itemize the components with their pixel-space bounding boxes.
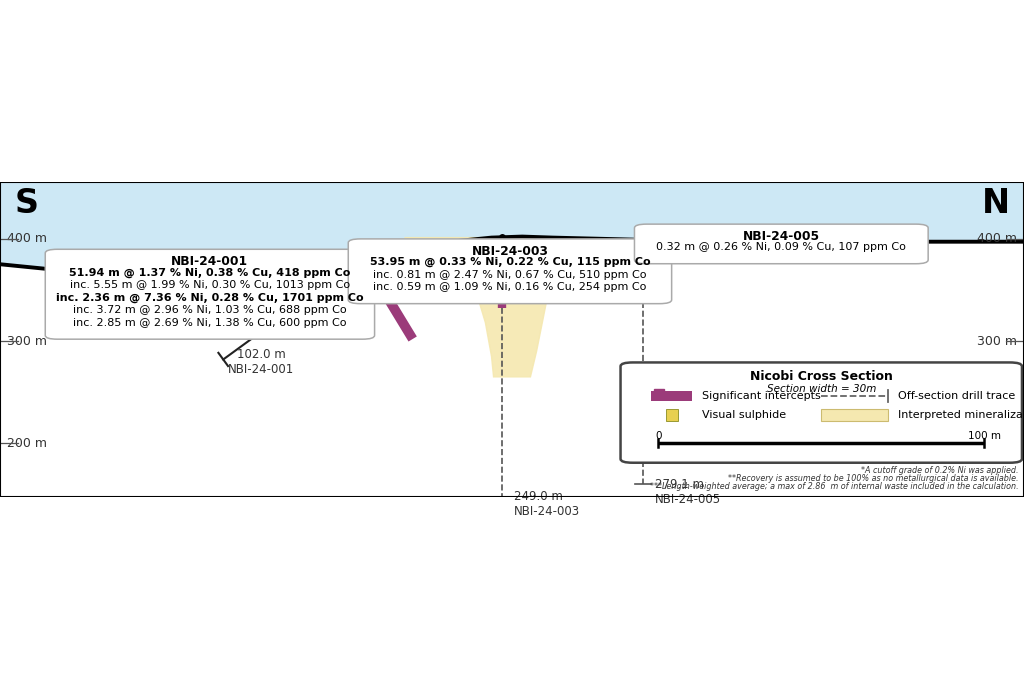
Text: S: S [14, 187, 38, 221]
Text: inc. 0.59 m @ 1.09 % Ni, 0.16 % Cu, 254 ppm Co: inc. 0.59 m @ 1.09 % Ni, 0.16 % Cu, 254 … [374, 282, 646, 292]
Text: inc. 3.72 m @ 2.96 % Ni, 1.03 % Cu, 688 ppm Co: inc. 3.72 m @ 2.96 % Ni, 1.03 % Cu, 688 … [73, 306, 347, 315]
Text: **Recovery is assumed to be 100% as no metallurgical data is available.: **Recovery is assumed to be 100% as no m… [728, 474, 1019, 483]
Text: Section width = 30m: Section width = 30m [767, 384, 876, 394]
Text: NBI-24-005: NBI-24-005 [742, 230, 820, 243]
Text: NBI-24-003: NBI-24-003 [471, 244, 549, 257]
Polygon shape [0, 183, 1024, 496]
Text: inc. 2.85 m @ 2.69 % Ni, 1.38 % Cu, 600 ppm Co: inc. 2.85 m @ 2.69 % Ni, 1.38 % Cu, 600 … [73, 318, 347, 328]
Text: 279.1 m
NBI-24-005: 279.1 m NBI-24-005 [655, 478, 722, 507]
Text: inc. 0.81 m @ 2.47 % Ni, 0.67 % Cu, 510 ppm Co: inc. 0.81 m @ 2.47 % Ni, 0.67 % Cu, 510 … [373, 270, 647, 280]
Polygon shape [0, 236, 1024, 496]
Text: Nicobi Cross Section: Nicobi Cross Section [750, 370, 893, 383]
Text: Interpreted mineralization: Interpreted mineralization [898, 410, 1024, 420]
Text: 0.32 m @ 0.26 % Ni, 0.09 % Cu, 107 ppm Co: 0.32 m @ 0.26 % Ni, 0.09 % Cu, 107 ppm C… [656, 242, 906, 253]
Text: 300 m: 300 m [7, 335, 47, 348]
Text: Visual sulphide: Visual sulphide [702, 410, 786, 420]
Text: 300 m: 300 m [977, 335, 1017, 348]
FancyBboxPatch shape [635, 224, 928, 263]
Text: Significant intercepts: Significant intercepts [702, 391, 821, 401]
Text: 0: 0 [655, 430, 662, 441]
FancyBboxPatch shape [821, 409, 888, 420]
FancyBboxPatch shape [621, 363, 1022, 462]
Text: NBI-24-001: NBI-24-001 [171, 255, 249, 268]
Text: 102.0 m
NBI-24-001: 102.0 m NBI-24-001 [228, 348, 294, 376]
Text: 200 m: 200 m [7, 437, 47, 450]
Polygon shape [404, 238, 599, 377]
Text: 51.94 m @ 1.37 % Ni, 0.38 % Cu, 418 ppm Co: 51.94 m @ 1.37 % Ni, 0.38 % Cu, 418 ppm … [70, 268, 350, 278]
Text: Off-section drill trace: Off-section drill trace [898, 391, 1016, 401]
Text: inc. 5.55 m @ 1.99 % Ni, 0.30 % Cu, 1013 ppm Co: inc. 5.55 m @ 1.99 % Ni, 0.30 % Cu, 1013… [70, 280, 350, 290]
FancyBboxPatch shape [651, 391, 692, 401]
Text: 400 m: 400 m [977, 232, 1017, 245]
Text: inc. 2.36 m @ 7.36 % Ni, 0.28 % Cu, 1701 ppm Co: inc. 2.36 m @ 7.36 % Ni, 0.28 % Cu, 1701… [56, 293, 364, 303]
FancyBboxPatch shape [45, 249, 375, 340]
Text: 249.0 m
NBI-24-003: 249.0 m NBI-24-003 [514, 490, 581, 517]
Text: 200 m: 200 m [977, 437, 1017, 450]
Text: *A cutoff grade of 0.2% Ni was applied.: *A cutoff grade of 0.2% Ni was applied. [861, 466, 1019, 475]
Text: ***Length-weighted average; a max of 2.86  m of internal waste included in the c: ***Length-weighted average; a max of 2.8… [650, 482, 1019, 491]
FancyBboxPatch shape [348, 239, 672, 304]
Text: 100 m: 100 m [968, 430, 1000, 441]
Text: N: N [982, 187, 1010, 221]
Text: 400 m: 400 m [7, 232, 47, 245]
Text: 53.95 m @ 0.33 % Ni, 0.22 % Cu, 115 ppm Co: 53.95 m @ 0.33 % Ni, 0.22 % Cu, 115 ppm … [370, 257, 650, 268]
